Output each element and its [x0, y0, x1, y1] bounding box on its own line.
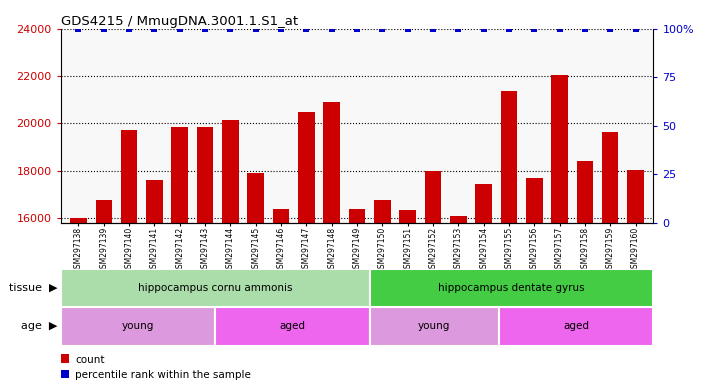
Point — [351, 26, 363, 32]
Bar — [273, 209, 289, 384]
Point — [579, 26, 590, 32]
Text: age  ▶: age ▶ — [21, 321, 57, 331]
Bar — [370, 307, 498, 346]
Text: young: young — [418, 321, 451, 331]
Point — [124, 26, 135, 32]
Bar — [577, 161, 593, 384]
Bar — [323, 102, 340, 384]
Bar — [248, 173, 264, 384]
Bar — [348, 209, 366, 384]
Point — [554, 26, 565, 32]
Bar — [197, 127, 213, 384]
Bar — [61, 307, 216, 346]
Point — [174, 26, 186, 32]
Point — [427, 26, 438, 32]
Text: percentile rank within the sample: percentile rank within the sample — [75, 370, 251, 380]
Bar — [399, 210, 416, 384]
Bar — [61, 269, 370, 307]
Point — [478, 26, 489, 32]
Bar — [526, 178, 543, 384]
Bar — [96, 200, 112, 384]
Bar — [628, 169, 644, 384]
Bar — [298, 112, 315, 384]
Point — [250, 26, 261, 32]
Bar — [216, 307, 370, 346]
Point — [73, 26, 84, 32]
Bar — [146, 180, 163, 384]
Bar — [425, 171, 441, 384]
Point — [402, 26, 413, 32]
Point — [301, 26, 312, 32]
Bar — [374, 200, 391, 384]
Bar — [498, 307, 653, 346]
Point — [503, 26, 515, 32]
Point — [630, 26, 641, 32]
Point — [149, 26, 160, 32]
Point — [276, 26, 287, 32]
Point — [326, 26, 338, 32]
Text: GDS4215 / MmugDNA.3001.1.S1_at: GDS4215 / MmugDNA.3001.1.S1_at — [61, 15, 298, 28]
Point — [98, 26, 109, 32]
Bar — [501, 91, 517, 384]
Bar — [476, 184, 492, 384]
Text: hippocampus cornu ammonis: hippocampus cornu ammonis — [138, 283, 293, 293]
Bar — [551, 75, 568, 384]
Bar — [171, 127, 188, 384]
Text: hippocampus dentate gyrus: hippocampus dentate gyrus — [438, 283, 585, 293]
Bar — [121, 131, 137, 384]
Point — [376, 26, 388, 32]
Bar — [370, 269, 653, 307]
Bar — [222, 120, 238, 384]
Text: tissue  ▶: tissue ▶ — [9, 283, 57, 293]
Text: count: count — [75, 355, 104, 365]
Bar — [602, 132, 618, 384]
Text: young: young — [122, 321, 154, 331]
Bar — [450, 216, 466, 384]
Bar — [70, 218, 86, 384]
Text: aged: aged — [563, 321, 589, 331]
Text: aged: aged — [280, 321, 306, 331]
Point — [225, 26, 236, 32]
Point — [453, 26, 464, 32]
Point — [199, 26, 211, 32]
Point — [605, 26, 616, 32]
Point — [528, 26, 540, 32]
